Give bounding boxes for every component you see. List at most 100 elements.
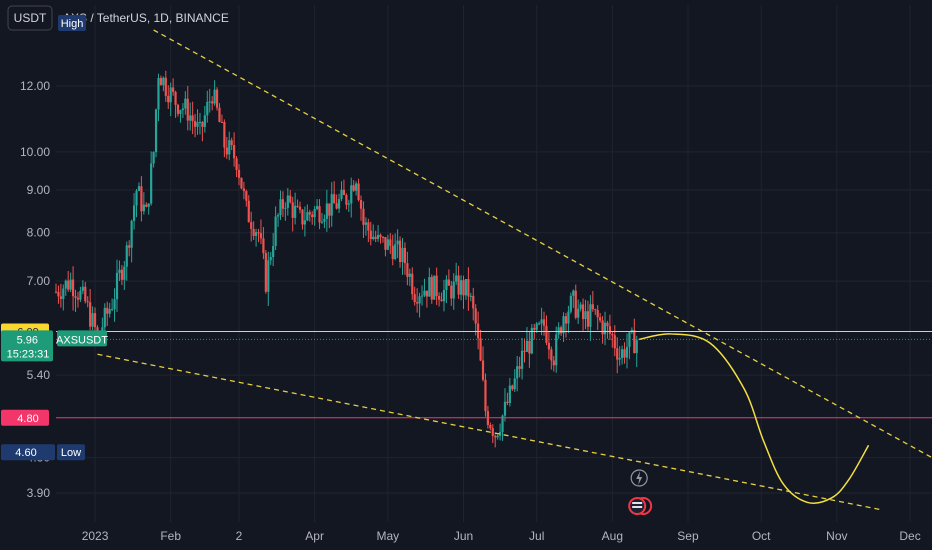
candle-body bbox=[306, 212, 309, 221]
candle-body bbox=[162, 77, 165, 86]
candle-body bbox=[469, 295, 472, 297]
candle-body bbox=[164, 77, 167, 96]
x-tick-label: Oct bbox=[752, 529, 771, 543]
candle-body bbox=[111, 309, 114, 311]
candle-body bbox=[608, 326, 612, 334]
y-tick-label: 12.00 bbox=[20, 79, 50, 93]
x-tick-label: Jul bbox=[529, 529, 544, 543]
candle-body bbox=[301, 209, 304, 225]
candle-body bbox=[142, 204, 145, 212]
candle-body bbox=[262, 238, 265, 254]
candle-body bbox=[223, 122, 226, 148]
candle-body bbox=[335, 203, 338, 209]
candle-body bbox=[279, 199, 282, 216]
candle-body bbox=[501, 415, 504, 433]
candle-body bbox=[186, 98, 189, 121]
x-tick-label: 2 bbox=[236, 529, 243, 543]
candle-body bbox=[530, 327, 533, 354]
y-tick-label: 5.40 bbox=[27, 368, 51, 382]
candle-body bbox=[62, 288, 65, 299]
candle-body bbox=[240, 177, 243, 189]
candle-body bbox=[135, 190, 138, 206]
candle-body bbox=[257, 232, 260, 234]
candle-body bbox=[479, 338, 482, 361]
candle-body bbox=[71, 279, 75, 297]
candle-body bbox=[274, 216, 277, 247]
candle-body bbox=[218, 107, 221, 122]
candle-body bbox=[347, 203, 350, 205]
candle-body bbox=[484, 379, 487, 412]
candle-body bbox=[433, 275, 436, 300]
candle-body bbox=[89, 302, 92, 327]
candle-body bbox=[93, 313, 97, 328]
candle-body bbox=[547, 342, 551, 350]
candle-body bbox=[245, 191, 248, 201]
candle-body bbox=[359, 200, 363, 209]
candle-body bbox=[352, 185, 355, 191]
candle-body bbox=[516, 366, 519, 379]
candle-body bbox=[481, 360, 485, 380]
low-tag bbox=[57, 444, 85, 461]
candle-body bbox=[54, 291, 58, 293]
candle-body bbox=[140, 186, 143, 212]
candle-body bbox=[577, 308, 580, 318]
candle-body bbox=[413, 294, 416, 303]
candle-body bbox=[381, 236, 385, 238]
candle-body bbox=[386, 239, 389, 250]
candle-body bbox=[296, 205, 299, 207]
candle-body bbox=[616, 348, 619, 360]
y-tick-label: 3.90 bbox=[27, 486, 51, 500]
candle-body bbox=[425, 290, 428, 297]
candle-body bbox=[440, 299, 443, 302]
candle-body bbox=[181, 108, 184, 111]
candle-body bbox=[513, 378, 516, 390]
candle-body bbox=[340, 189, 343, 200]
candle-body bbox=[337, 199, 341, 209]
x-axis: 2023 Feb 2 Apr May Jun Jul Aug Sep Oct Nov Dec bbox=[82, 529, 921, 543]
candle-body bbox=[586, 311, 590, 327]
candle-body bbox=[562, 316, 565, 334]
x-tick-label: Nov bbox=[826, 529, 847, 543]
candle-body bbox=[491, 428, 494, 436]
candle-body bbox=[457, 275, 460, 295]
candle-body bbox=[176, 104, 180, 114]
candle-body bbox=[342, 189, 346, 195]
candle-body bbox=[113, 299, 116, 310]
candle-body bbox=[74, 296, 77, 298]
candle-body bbox=[535, 323, 538, 330]
candle-body bbox=[411, 273, 414, 295]
candle-body bbox=[489, 424, 492, 429]
candle-body bbox=[401, 247, 404, 263]
candle-body bbox=[81, 286, 84, 291]
level-badge-lower-text: 4.80 bbox=[17, 413, 38, 425]
candle-body bbox=[264, 253, 267, 292]
candlestick-series bbox=[54, 70, 638, 448]
low-price-text: 4.60 bbox=[15, 447, 36, 459]
current-price-badge bbox=[1, 330, 53, 362]
candle-body bbox=[198, 121, 202, 123]
candle-body bbox=[581, 304, 585, 320]
candle-body bbox=[59, 296, 62, 299]
candle-body bbox=[225, 147, 228, 155]
candle-body bbox=[406, 263, 409, 277]
candle-body bbox=[355, 183, 358, 191]
candle-body bbox=[315, 206, 319, 210]
candle-body bbox=[286, 195, 289, 208]
candle-body bbox=[564, 316, 568, 324]
x-tick-label: 2023 bbox=[82, 529, 109, 543]
candle-body bbox=[233, 145, 236, 159]
candle-body bbox=[67, 280, 70, 290]
candle-body bbox=[508, 385, 511, 403]
candle-body bbox=[552, 360, 555, 366]
candle-body bbox=[350, 185, 353, 204]
candle-body bbox=[108, 309, 111, 314]
x-tick-label: Sep bbox=[677, 529, 699, 543]
candle-body bbox=[325, 203, 328, 219]
candle-body bbox=[357, 183, 360, 201]
candle-body bbox=[372, 236, 375, 239]
candle-body bbox=[123, 266, 126, 280]
candle-body bbox=[542, 319, 546, 326]
candle-body bbox=[601, 320, 604, 335]
